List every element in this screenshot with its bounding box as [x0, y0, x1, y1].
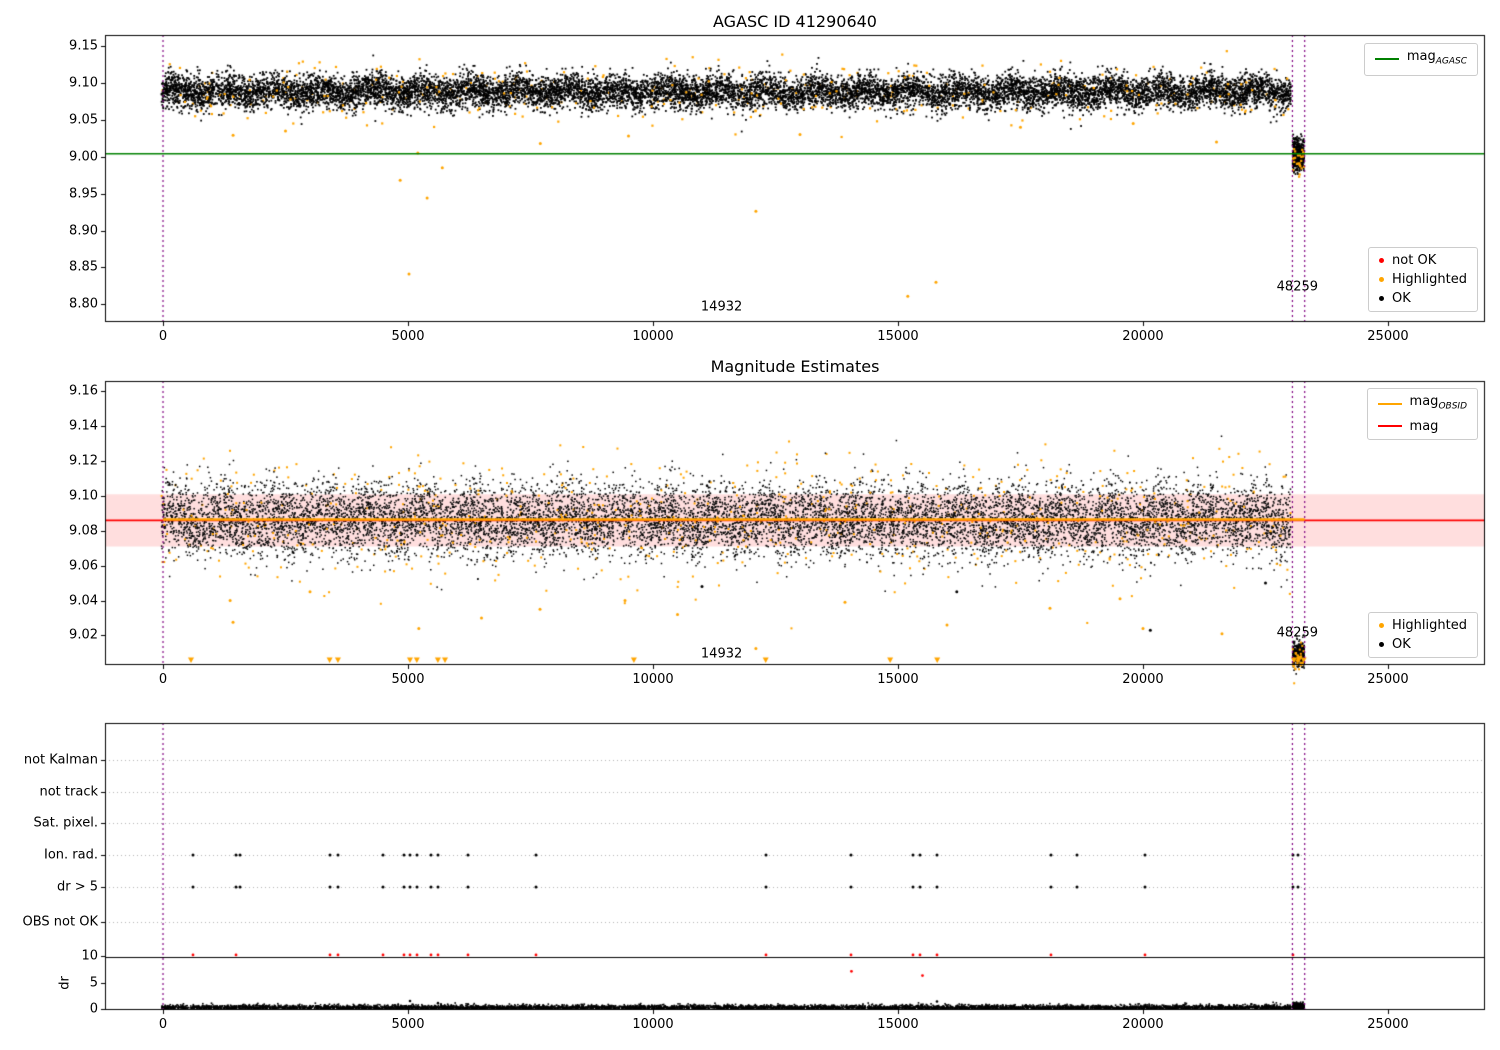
plot2-title: Magnitude Estimates: [710, 357, 880, 376]
plot1-title: AGASC ID 41290640: [713, 12, 877, 31]
